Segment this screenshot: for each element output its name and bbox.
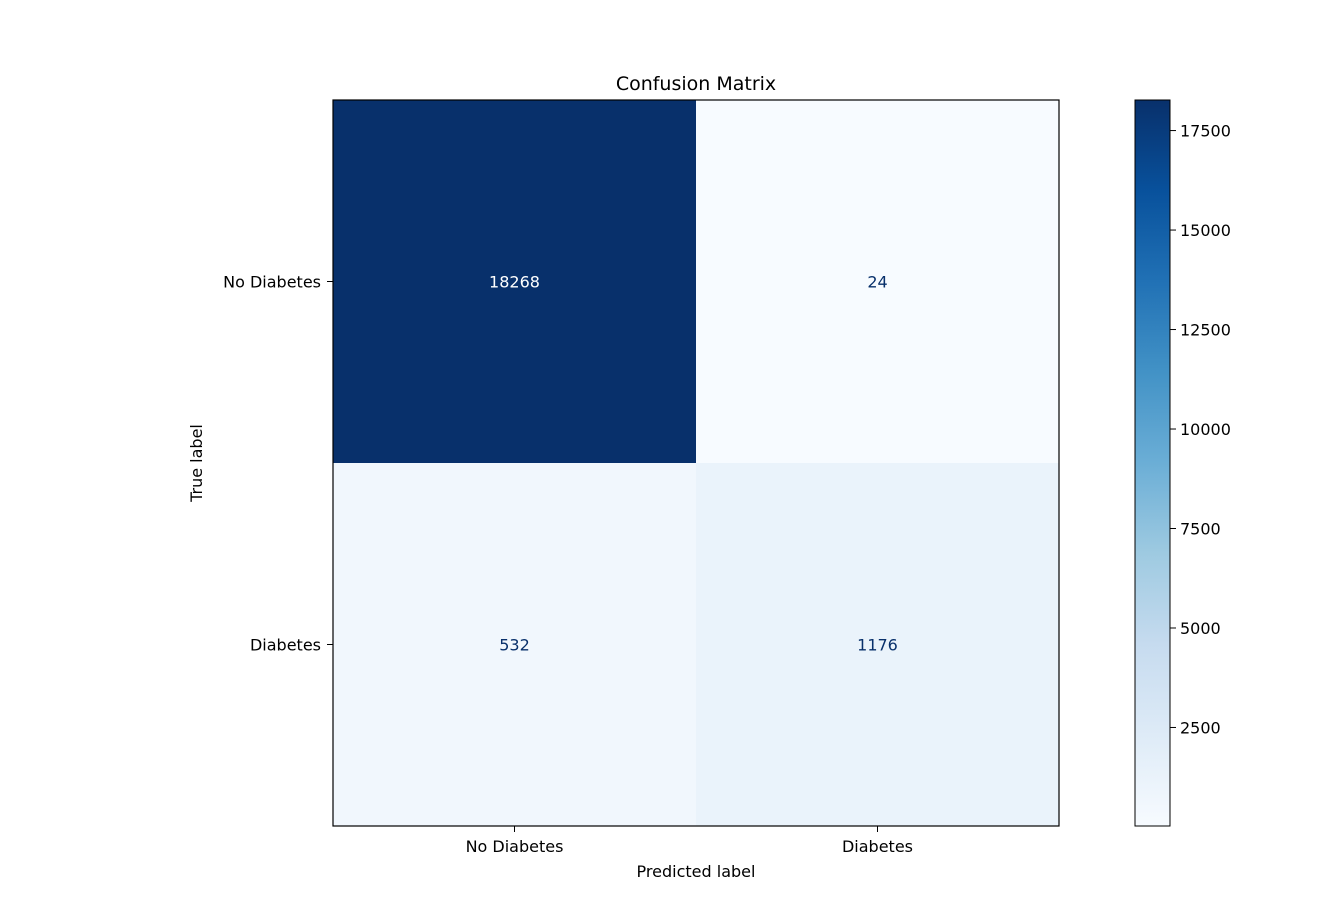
matrix-cell-labels: 18268 24 532 1176 (489, 273, 898, 655)
matrix-frame (332, 99, 1060, 827)
chart-title: Confusion Matrix (616, 73, 776, 95)
colorbar-tick-label: 5000 (1180, 619, 1221, 638)
matrix-cell (333, 100, 696, 463)
colorbar-tick-label: 10000 (1180, 420, 1231, 439)
cell-value-label: 24 (867, 273, 887, 292)
cell-value-label: 1176 (857, 636, 898, 655)
y-axis-label: True label (187, 424, 206, 503)
colorbar-tick-label: 12500 (1180, 321, 1231, 340)
colorbar-tick-label: 15000 (1180, 221, 1231, 240)
y-axis-ticks: No Diabetes Diabetes (223, 273, 333, 655)
colorbar-ticks: 2500 5000 7500 10000 12500 15000 17500 (1170, 122, 1231, 737)
cell-value-label: 532 (499, 636, 530, 655)
x-tick-label: Diabetes (842, 837, 913, 856)
colorbar-tick-label: 7500 (1180, 520, 1221, 539)
matrix-cell (333, 463, 696, 826)
colorbar-tick-label: 17500 (1180, 122, 1231, 141)
y-tick-label: Diabetes (250, 636, 321, 655)
matrix-cell (696, 463, 1059, 826)
x-axis-label: Predicted label (637, 862, 756, 881)
matrix-cell (696, 100, 1059, 463)
colorbar-tick-label: 2500 (1180, 718, 1221, 737)
x-tick-label: No Diabetes (466, 837, 564, 856)
y-tick-label: No Diabetes (223, 273, 321, 292)
cell-value-label: 18268 (489, 273, 540, 292)
matrix-cells (333, 100, 1059, 826)
x-axis-ticks: No Diabetes Diabetes (466, 826, 913, 856)
colorbar (1134, 99, 1171, 827)
